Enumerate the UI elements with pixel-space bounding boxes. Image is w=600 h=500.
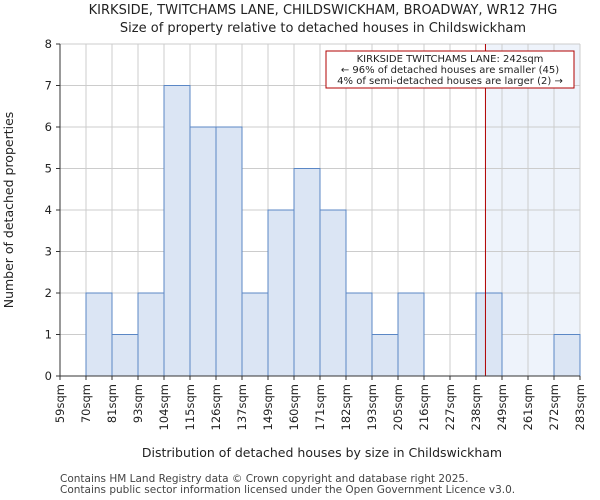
x-tick-label: 283sqm bbox=[573, 384, 587, 430]
x-tick-label: 238sqm bbox=[469, 384, 483, 430]
bar bbox=[475, 292, 503, 377]
bars bbox=[85, 85, 581, 377]
footer-licence: Contains public sector information licen… bbox=[60, 484, 516, 496]
x-tick-label: 104sqm bbox=[157, 384, 171, 430]
bar bbox=[111, 334, 139, 377]
y-tick-label: 5 bbox=[45, 162, 52, 176]
x-tick-label: 182sqm bbox=[339, 384, 353, 430]
chart-title: KIRKSIDE, TWITCHAMS LANE, CHILDSWICKHAM,… bbox=[89, 3, 558, 18]
annotation-line-2: ← 96% of detached houses are smaller (45… bbox=[341, 65, 559, 76]
x-tick-label: 93sqm bbox=[131, 384, 145, 423]
histogram-chart: KIRKSIDE, TWITCHAMS LANE, CHILDSWICKHAM,… bbox=[1, 3, 587, 460]
chart-subtitle: Size of property relative to detached ho… bbox=[120, 21, 526, 36]
bar bbox=[163, 85, 191, 377]
bar bbox=[241, 292, 269, 377]
bar bbox=[397, 292, 425, 377]
bar bbox=[215, 126, 243, 377]
x-tick-label: 205sqm bbox=[391, 384, 405, 430]
annotation-line-1: KIRKSIDE TWITCHAMS LANE: 242sqm bbox=[357, 54, 544, 65]
x-tick-label: 70sqm bbox=[79, 384, 93, 423]
y-tick-label: 1 bbox=[45, 328, 52, 342]
x-tick-label: 171sqm bbox=[313, 384, 327, 430]
y-tick-label: 7 bbox=[45, 79, 52, 93]
y-tick-label: 4 bbox=[45, 203, 52, 217]
bar bbox=[371, 334, 399, 377]
x-tick-labels: 59sqm 70sqm 81sqm 93sqm 104sqm 115sqm 126sqm 13… bbox=[53, 376, 587, 430]
y-tick-label: 8 bbox=[45, 37, 52, 51]
annotation-box: KIRKSIDE TWITCHAMS LANE: 242sqm ← 96% of… bbox=[325, 50, 575, 89]
x-tick-label: 193sqm bbox=[365, 384, 379, 430]
x-tick-label: 126sqm bbox=[209, 384, 223, 430]
bar bbox=[319, 209, 347, 377]
bar bbox=[345, 292, 373, 377]
y-axis-label: Number of detached properties bbox=[1, 112, 16, 309]
y-tick-label: 3 bbox=[45, 245, 52, 259]
bar bbox=[85, 292, 113, 377]
footer-copyright: Contains HM Land Registry data © Crown c… bbox=[60, 473, 469, 485]
x-tick-label: 115sqm bbox=[183, 384, 197, 430]
x-tick-label: 81sqm bbox=[105, 384, 119, 423]
x-tick-label: 137sqm bbox=[235, 384, 249, 430]
annotation-border bbox=[325, 50, 575, 89]
x-tick-label: 249sqm bbox=[495, 384, 509, 430]
bar bbox=[553, 334, 581, 377]
x-tick-label: 216sqm bbox=[417, 384, 431, 430]
x-tick-label: 261sqm bbox=[521, 384, 535, 430]
bar bbox=[189, 126, 217, 377]
annotation-line-3: 4% of semi-detached houses are larger (2… bbox=[337, 76, 563, 87]
y-tick-label: 2 bbox=[45, 286, 52, 300]
x-tick-label: 59sqm bbox=[53, 384, 67, 423]
bar bbox=[267, 209, 295, 377]
y-tick-label: 0 bbox=[45, 369, 52, 383]
bar bbox=[293, 168, 321, 377]
y-tick-labels: 0 1 2 3 4 5 6 7 8 bbox=[45, 37, 60, 383]
x-tick-label: 227sqm bbox=[443, 384, 457, 430]
x-axis-label: Distribution of detached houses by size … bbox=[142, 445, 502, 460]
x-tick-label: 272sqm bbox=[547, 384, 561, 430]
y-tick-label: 6 bbox=[45, 120, 52, 134]
x-tick-label: 160sqm bbox=[287, 384, 301, 430]
x-tick-label: 149sqm bbox=[261, 384, 275, 430]
bar bbox=[137, 292, 165, 377]
